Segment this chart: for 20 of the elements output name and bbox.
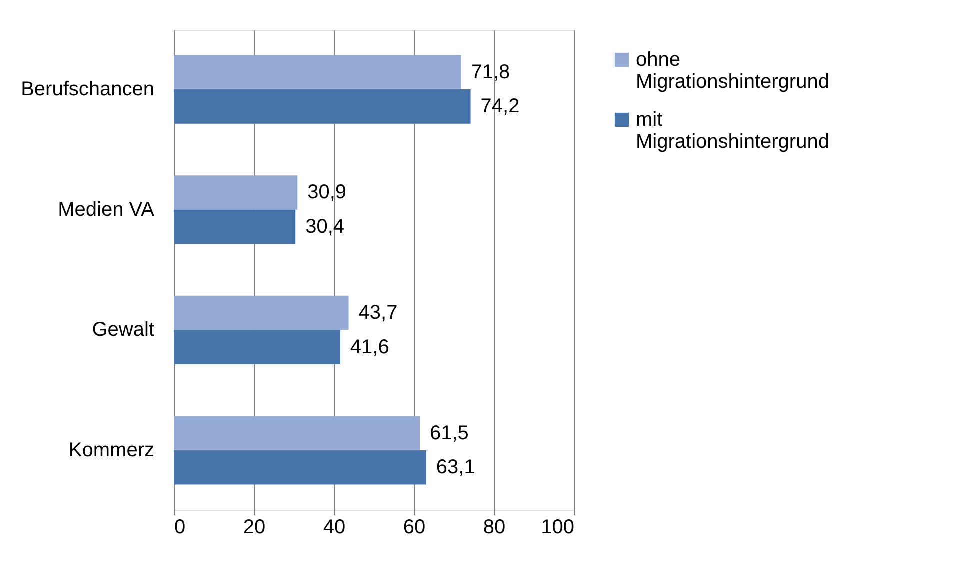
y-tick-label: Gewalt [92,319,155,342]
x-tick-label: 20 [243,516,266,538]
data-label: 61,5 [430,422,469,444]
legend-label: ohne Migrationshintergrund [636,49,830,93]
data-label: 30,4 [306,216,345,238]
data-label: 71,8 [471,61,510,84]
x-tick-label: 40 [323,516,346,538]
y-tick-label: Medien VA [58,198,156,221]
data-label: 30,9 [308,182,347,204]
data-label: 41,6 [350,336,390,358]
data-label: 63,1 [436,456,476,479]
x-tick-label: 80 [483,516,506,538]
x-tick-label: 60 [403,516,426,538]
y-tick-label: Berufschancen [21,78,154,101]
y-tick-label: Kommerz [68,439,154,462]
legend-label: mit Migrationshintergrund [636,109,830,153]
x-tick-label: 0 [174,516,186,538]
data-label: 74,2 [480,96,520,118]
data-label: 43,7 [358,302,398,324]
x-tick-label: 100 [541,516,574,538]
